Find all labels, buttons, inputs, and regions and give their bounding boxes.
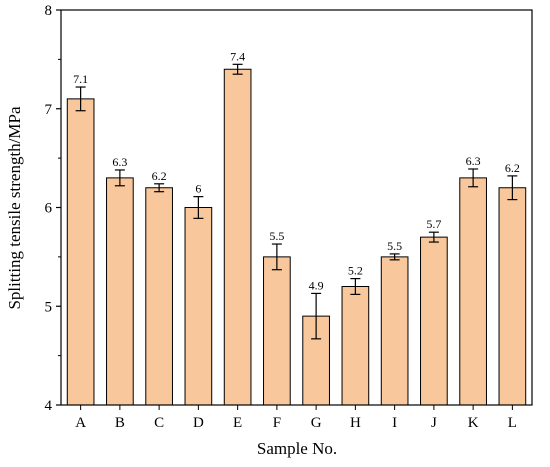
value-label-i: 5.5 <box>387 239 402 253</box>
y-tick-label-8: 8 <box>45 3 53 19</box>
value-label-e: 7.4 <box>230 49 245 63</box>
x-tick-label-d: D <box>193 415 204 431</box>
value-label-k: 6.3 <box>466 154 481 168</box>
x-tick-label-i: I <box>392 415 397 431</box>
x-axis-title: Sample No. <box>257 439 337 458</box>
bar-b <box>106 177 134 406</box>
x-tick-label-k: K <box>468 415 479 431</box>
value-label-a: 7.1 <box>73 72 88 86</box>
bar-f <box>263 256 291 406</box>
bar-l <box>498 187 527 406</box>
y-tick-label-5: 5 <box>45 299 53 315</box>
value-label-b: 6.3 <box>112 155 127 169</box>
bar-j <box>420 236 448 406</box>
error-bars-layer <box>75 63 518 340</box>
y-tick-label-7: 7 <box>45 102 53 118</box>
x-tick-label-g: G <box>311 415 322 431</box>
y-axis-title: Splitting tensile strength/MPa <box>5 106 24 310</box>
value-label-h: 5.2 <box>348 264 363 278</box>
bar-e <box>223 68 252 406</box>
value-label-c: 6.2 <box>152 169 167 183</box>
bars-layer <box>66 68 527 406</box>
bar-h <box>341 286 370 406</box>
x-tick-label-f: F <box>273 415 281 431</box>
bar-d <box>184 207 213 406</box>
value-label-l: 6.2 <box>505 161 520 175</box>
y-tick-label-4: 4 <box>45 398 53 414</box>
x-tick-label-c: C <box>154 415 164 431</box>
bar-i <box>380 256 409 406</box>
x-tick-label-j: J <box>431 415 437 431</box>
bar-c <box>145 187 173 406</box>
y-tick-label-6: 6 <box>45 201 53 217</box>
value-label-g: 4.9 <box>309 278 324 292</box>
value-label-j: 5.7 <box>426 217 441 231</box>
bar-k <box>459 177 487 406</box>
value-label-d: 6 <box>195 182 201 196</box>
axes-layer: A B C D E F G H I J K L 4 5 6 7 8 <box>45 3 533 431</box>
value-label-f: 5.5 <box>269 229 284 243</box>
x-tick-label-a: A <box>75 415 86 431</box>
x-tick-label-e: E <box>233 415 242 431</box>
x-tick-label-b: B <box>115 415 125 431</box>
x-tick-label-l: L <box>508 415 517 431</box>
bar-a <box>66 98 95 406</box>
x-tick-label-h: H <box>350 415 361 431</box>
value-labels-layer: 7.1 6.3 6.2 6 7.4 5.5 4.9 5.2 5.5 5.7 6.3 6.2 <box>73 49 520 292</box>
